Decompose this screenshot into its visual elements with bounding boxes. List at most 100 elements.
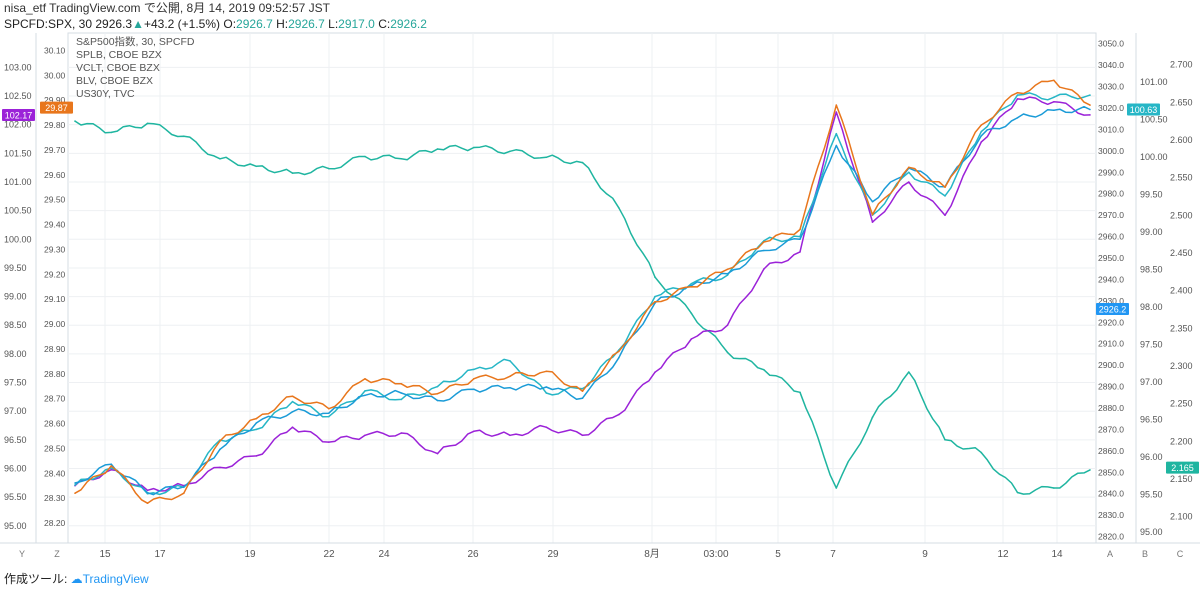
series-4-point-23 (908, 371, 910, 373)
axis-a-tick-21: 2840.0 (1098, 489, 1124, 499)
series-4-point-10 (436, 148, 439, 150)
series-1-point-27 (1053, 79, 1055, 82)
price-tag-label-0: 102.17 (5, 110, 33, 120)
up-arrow-icon: ▲ (132, 17, 144, 31)
series-2-point-12 (509, 386, 511, 389)
series-0-point-16 (654, 295, 656, 298)
series-1-point-17 (690, 286, 693, 288)
axis-a-tick-1: 3040.0 (1098, 60, 1124, 70)
axis-a-ticks: 3050.0 3040.0 3030.0 3020.0 3010.0 3000.0 2990… (1098, 39, 1124, 542)
series-0-point-23 (908, 171, 910, 174)
x-tick-13: 14 (1051, 549, 1063, 560)
price-tag-label-4: 2.165 (1171, 463, 1194, 473)
series-0-point-13 (545, 392, 548, 394)
legend-entry-3: BLV, CBOE BZX (76, 75, 153, 87)
series-0-point-10 (436, 385, 439, 388)
series-2-point-28 (1089, 108, 1091, 111)
series-2-point-3 (183, 486, 185, 488)
series-2-point-20 (799, 238, 801, 240)
axis-c-tick-10: 2.200 (1170, 436, 1193, 446)
axis-a-tick-14: 2910.0 (1098, 339, 1124, 349)
series-1-point-5 (255, 417, 258, 420)
series-1-point-1 (110, 465, 113, 467)
axis-a-tick-2: 3030.0 (1098, 82, 1124, 92)
axis-b-tick-10: 96.00 (1140, 452, 1163, 462)
axis-a-tick-8: 2970.0 (1098, 210, 1124, 220)
axis-z-tick-12: 28.90 (44, 344, 66, 354)
series-4-point-8 (364, 155, 366, 158)
axis-z-ticks: 30.10 30.00 29.90 29.80 29.70 29.60 29.50 29.40… (44, 45, 66, 528)
axis-z-tick-18: 28.30 (44, 493, 66, 503)
axis-c-tick-9: 2.250 (1170, 399, 1193, 409)
plot-area (67, 32, 1097, 544)
series-2-point-27 (1053, 109, 1055, 111)
x-tick-8: 03:00 (703, 549, 728, 560)
series-0-point-7 (328, 415, 330, 418)
series-3-point-15 (618, 413, 620, 416)
series-4-point-1 (110, 131, 113, 134)
axis-letter-a: A (1107, 549, 1113, 559)
series-2-point-10 (436, 399, 439, 402)
series-2-point-14 (581, 397, 584, 400)
series-4-point-18 (726, 351, 729, 354)
series-1-point-10 (436, 392, 439, 395)
series-4-point-7 (328, 167, 330, 170)
series-4-point-19 (763, 368, 765, 371)
axis-y-tick-7: 99.50 (4, 263, 27, 273)
axis-z-tick-5: 29.60 (44, 170, 66, 180)
footer-prefix: 作成ツール: (4, 572, 71, 586)
axis-c-tick-4: 2.500 (1170, 210, 1193, 220)
series-2-point-25 (980, 135, 983, 137)
axis-y-tick-12: 97.00 (4, 406, 27, 416)
series-2-point-18 (726, 273, 729, 275)
x-tick-0: 15 (99, 549, 111, 560)
axis-y-tick-9: 98.50 (4, 320, 27, 330)
series-3-point-9 (400, 432, 403, 434)
axis-b-tick-0: 101.00 (1140, 77, 1168, 87)
series-4-point-17 (690, 312, 693, 315)
series-0-point-18 (726, 274, 729, 276)
x-tick-4: 24 (378, 549, 390, 560)
axis-z-tick-14: 28.70 (44, 394, 66, 404)
axis-z-tick-1: 30.00 (44, 70, 66, 80)
axis-z-tick-10: 29.10 (44, 294, 66, 304)
axis-a-tick-12: 2930.0 (1098, 296, 1124, 306)
open-value: 2926.7 (236, 17, 273, 31)
series-1-point-23 (908, 166, 910, 169)
series-2-point-26 (1016, 117, 1019, 119)
price-tag-bg-0 (2, 108, 35, 121)
axis-b-tick-12: 95.00 (1140, 527, 1163, 537)
axis-y-tick-10: 98.00 (4, 349, 27, 359)
axis-b-tick-2: 100.00 (1140, 152, 1168, 162)
legend-entry-0: S&P500指数, 30, SPCFD (76, 35, 195, 48)
axis-letter-z: Z (54, 549, 60, 559)
axis-y-tick-2: 102.00 (4, 120, 32, 130)
close-label: C: (378, 17, 391, 31)
axis-z-tick-6: 29.50 (44, 195, 66, 205)
axis-y-tick-1: 102.50 (4, 91, 32, 101)
axis-z-tick-9: 29.20 (44, 269, 66, 279)
axis-y-tick-4: 101.00 (4, 177, 32, 187)
axis-a-tick-20: 2850.0 (1098, 467, 1124, 477)
series-3-point-7 (328, 441, 330, 443)
axis-b-tick-11: 95.50 (1140, 489, 1163, 499)
footer-brand[interactable]: TradingView (82, 572, 149, 586)
open-label: O: (223, 17, 237, 31)
series-4-point-9 (400, 158, 403, 160)
series-3-point-28 (1089, 114, 1091, 116)
series-2-point-9 (400, 392, 403, 394)
series-0-point-1 (110, 467, 113, 469)
series-4-point-4 (219, 158, 221, 160)
last-price: 2926.3 (95, 17, 133, 31)
axis-y-tick-15: 95.50 (4, 492, 27, 502)
axis-a-tick-15: 2900.0 (1098, 360, 1124, 370)
x-tick-11: 9 (922, 549, 928, 560)
chart-canvas[interactable]: 103.00102.50102.00101.50101.00100.50100.… (0, 0, 1200, 568)
series-3-point-4 (219, 466, 221, 469)
axis-b-tick-1: 100.50 (1140, 114, 1168, 124)
axis-y-tick-3: 101.50 (4, 148, 32, 158)
tradingview-logo-icon[interactable]: ☁ (70, 572, 83, 586)
axis-a-tick-0: 3050.0 (1098, 39, 1124, 49)
axis-y-tick-16: 95.00 (4, 521, 27, 531)
symbol-label[interactable]: SPCFD:SPX, 30 (4, 17, 93, 31)
